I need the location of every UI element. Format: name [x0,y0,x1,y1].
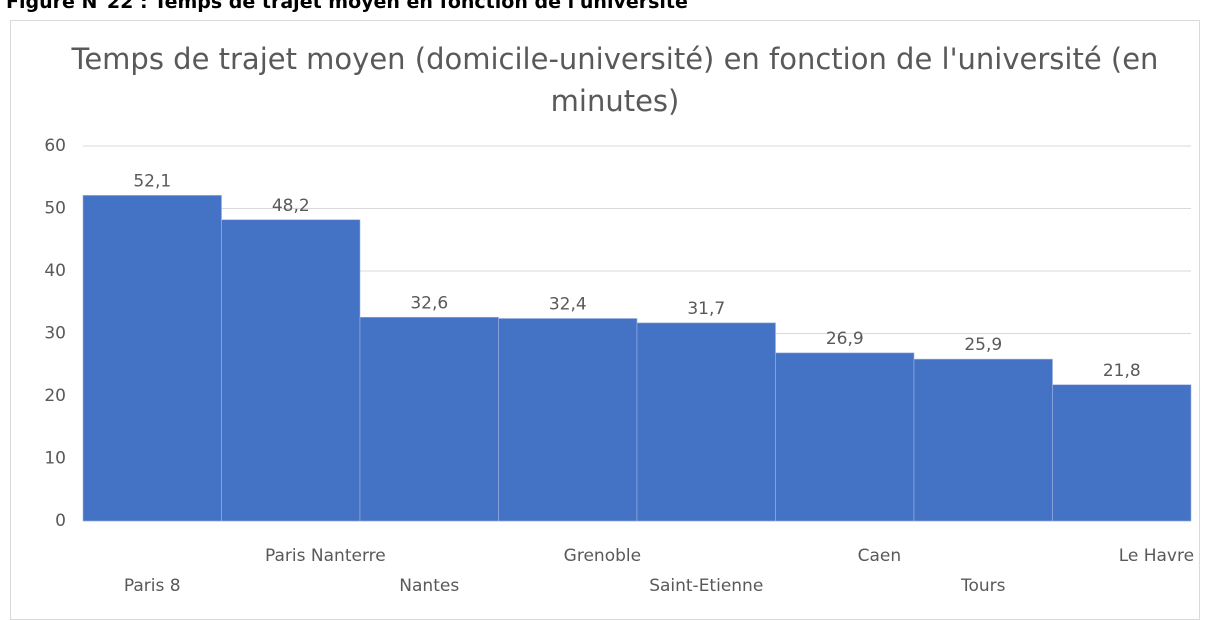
bar [636,322,776,522]
chart-title: Temps de trajet moyen (domicile-universi… [71,42,1159,118]
bar [359,316,499,522]
page: {"figure_caption": "Figure N°22 : Temps … [6,0,1200,620]
x-tick-label: Grenoble [564,546,641,566]
data-label: 32,6 [410,293,448,313]
y-tick-label: 60 [44,136,66,156]
data-label: 21,8 [1103,361,1141,381]
y-tick-label: 10 [44,449,66,469]
y-tick-label: 0 [55,511,66,531]
data-label: 25,9 [964,335,1002,355]
bar [1052,384,1192,522]
data-label: 48,2 [272,196,310,216]
y-tick-label: 20 [44,386,66,406]
y-tick-label: 30 [44,324,66,344]
x-tick-label: Tours [960,576,1006,596]
data-label: 31,7 [687,299,725,319]
y-tick-label: 50 [44,199,66,219]
bar [498,318,638,522]
x-tick-label: Saint-Etienne [649,576,763,596]
x-tick-label: Le Havre [1119,546,1194,566]
x-tick-label: Nantes [399,576,459,596]
bar [775,352,915,522]
figure-caption: Figure N°22 : Temps de trajet moyen en f… [6,0,688,13]
bar [221,219,361,522]
data-label: 26,9 [826,329,864,349]
bar [82,195,222,522]
x-tick-label: Paris Nanterre [265,546,386,566]
y-tick-label: 40 [44,261,66,281]
bar [913,358,1053,522]
data-label: 32,4 [549,295,587,315]
x-tick-label: Caen [858,546,902,566]
data-label: 52,1 [133,171,171,191]
x-tick-label: Paris 8 [124,576,181,596]
chart: 0 10 20 30 40 50 60 52,1 Paris 8 48,2 Paris Nanter… [44,136,1194,596]
